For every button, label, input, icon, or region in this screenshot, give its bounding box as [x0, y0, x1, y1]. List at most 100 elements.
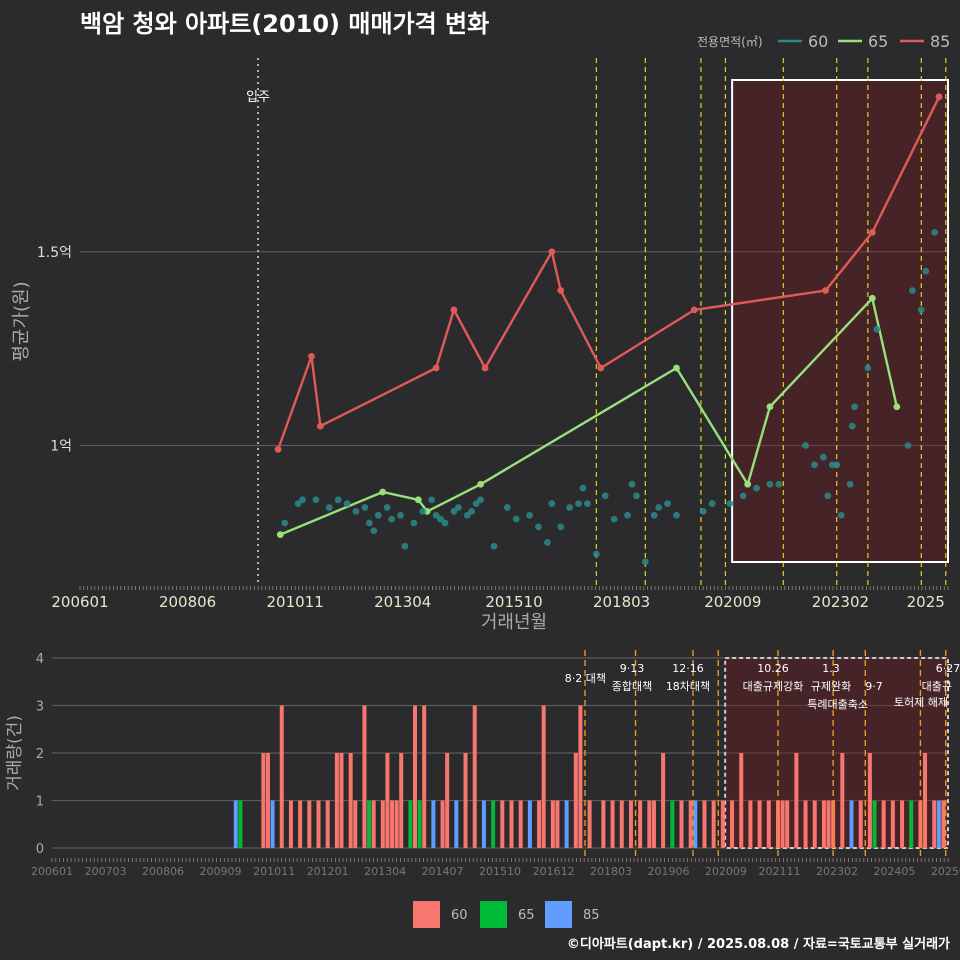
bar-x-tick-label: 202009 [705, 865, 747, 878]
point-60 [579, 484, 587, 492]
point-60 [848, 422, 856, 430]
point-60 [775, 480, 783, 488]
bar-legend-swatch-65 [480, 901, 507, 928]
bar-60 [702, 800, 707, 848]
bar-60 [339, 753, 344, 848]
point-60 [601, 492, 609, 500]
highlight-box [731, 79, 949, 563]
point-60 [325, 504, 333, 511]
bar-65 [408, 800, 413, 848]
bar-x-tick-label: 201510 [479, 865, 521, 878]
bar-x-tick-label: 200703 [85, 865, 127, 878]
x-tick-label: 200601 [51, 593, 108, 611]
bar-60 [748, 800, 753, 848]
bar-60 [288, 800, 293, 848]
bar-60 [518, 800, 523, 848]
bar-60 [412, 705, 417, 848]
chart-title: 백암 청와 아파트(2010) 매매가격 변화 [80, 10, 490, 38]
bar-60 [573, 753, 578, 848]
point-60 [673, 511, 680, 519]
bar-60 [826, 800, 831, 848]
point-60 [708, 500, 716, 508]
bar-60 [463, 753, 468, 848]
point-65 [414, 496, 422, 504]
policy-date: 6·27 [936, 662, 960, 675]
point-60 [908, 287, 916, 294]
point-60 [566, 504, 574, 511]
bar-x-tick-label: 201906 [647, 865, 689, 878]
bar-60 [261, 753, 266, 848]
point-85 [557, 287, 565, 294]
bar-60 [500, 800, 505, 848]
bar-65 [238, 800, 243, 848]
legend-label-85: 85 [930, 32, 950, 51]
bar-60 [445, 753, 450, 848]
bar-60 [711, 800, 716, 848]
bar-60 [541, 705, 546, 848]
bar-60 [688, 800, 693, 848]
series-line-65 [279, 295, 898, 536]
bar-x-tick-label: 201803 [590, 865, 632, 878]
bar-legend-label-85: 85 [583, 908, 600, 923]
point-60 [641, 558, 649, 566]
bar-60 [385, 753, 390, 848]
bar-60 [399, 753, 404, 848]
point-85 [935, 93, 943, 101]
bar-85 [270, 800, 275, 848]
point-60 [428, 496, 436, 504]
bar-60 [803, 800, 808, 848]
bar-85 [693, 800, 698, 848]
point-60 [904, 442, 912, 449]
point-60 [281, 519, 289, 527]
bar-60 [638, 800, 643, 848]
bar-60 [348, 753, 353, 848]
x-tick-label: 2025 [907, 593, 945, 611]
point-60 [312, 496, 320, 504]
bar-60 [394, 800, 399, 848]
bar-60 [265, 753, 270, 848]
bar-60 [766, 800, 771, 848]
point-65 [276, 531, 284, 539]
bar-y-axis-label: 거래량(건) [5, 715, 25, 791]
bar-60 [858, 800, 863, 848]
bar-60 [628, 800, 633, 848]
policy-date: 9·13 [620, 662, 645, 675]
x-tick-label: 201510 [485, 593, 542, 611]
point-60 [633, 492, 640, 500]
point-65 [379, 488, 387, 496]
bar-65 [872, 800, 877, 848]
point-60 [294, 500, 302, 508]
point-60 [846, 480, 854, 488]
point-60 [864, 364, 872, 372]
point-85 [868, 228, 876, 236]
bar-60 [651, 800, 656, 848]
bar-60 [867, 753, 872, 848]
bar-legend-label-60: 60 [451, 908, 468, 923]
point-65 [868, 294, 876, 302]
legend-title: 전용면적(㎡) [697, 35, 763, 49]
bar-65 [417, 800, 422, 848]
point-60 [432, 511, 440, 519]
point-60 [824, 492, 832, 500]
bar-85 [481, 800, 486, 848]
point-60 [410, 519, 418, 527]
bar-60 [334, 753, 339, 848]
point-60 [454, 504, 462, 511]
bar-60 [380, 800, 385, 848]
point-85 [690, 306, 698, 314]
bar-x-tick-label: 201201 [307, 865, 349, 878]
point-60 [468, 507, 476, 515]
point-60 [503, 504, 511, 511]
point-60 [463, 511, 471, 519]
bar-x-tick-label: 201011 [253, 865, 295, 878]
bar-y-tick-label: 0 [36, 842, 44, 857]
bar-x-tick-label: 201304 [364, 865, 406, 878]
point-60 [575, 500, 582, 508]
point-60 [931, 228, 939, 236]
x-axis-label: 거래년월 [481, 612, 547, 633]
policy-date: 12·16 [672, 662, 704, 675]
policy-name: 토허제 해제 [894, 695, 948, 709]
bar-60 [720, 800, 725, 848]
policy-name: 종합대책 [612, 680, 652, 693]
